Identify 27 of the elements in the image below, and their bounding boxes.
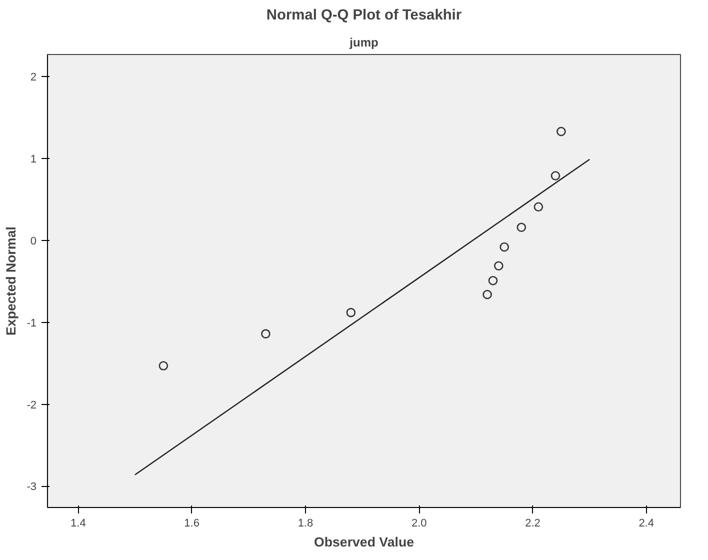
point [494,261,504,270]
point [158,361,168,370]
chart-subtitle: jump [348,36,378,50]
point [261,329,270,338]
y-tick-label: -2 [26,399,36,412]
x-axis-title: Observed Value [314,534,414,550]
x-tick-label: 1.8 [298,518,314,530]
x-tick-label: 2.4 [638,518,654,530]
point [488,276,498,286]
y-tick-label: 1 [30,154,37,166]
y-tick-label: -1 [26,317,36,330]
point [516,222,526,232]
x-tick-label: 1.6 [184,518,200,530]
y-tick-label: 2 [30,72,37,84]
point [482,290,492,300]
point [346,308,356,318]
point [550,171,560,180]
y-tick-label: -3 [26,481,36,494]
chart-title: Normal Q-Q Plot of Tesakhir [266,8,462,24]
y-axis-title: Expected Normal [4,226,19,336]
point [556,126,566,136]
x-tick-label: 1.4 [70,518,86,530]
x-tick-label: 2.2 [525,518,540,530]
point [500,242,509,252]
x-tick-label: 2.0 [411,518,427,530]
y-tick-label: 0 [30,235,37,248]
point [534,202,544,212]
